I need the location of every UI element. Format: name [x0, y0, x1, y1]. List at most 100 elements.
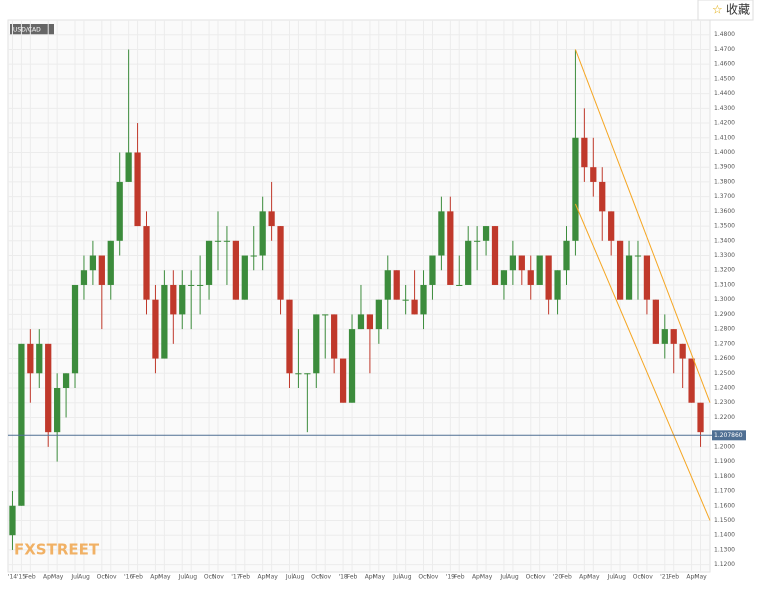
candle-body — [509, 255, 517, 271]
candle-body — [286, 299, 293, 374]
x-tick-label: Nov — [319, 574, 331, 581]
x-tick-label: May — [587, 574, 600, 581]
candle-body — [143, 226, 150, 300]
x-tick-label: '20 — [553, 574, 562, 581]
x-tick-label: May — [51, 574, 64, 581]
candle-body — [375, 299, 382, 330]
candle-body — [536, 255, 543, 285]
y-tick-label: 1.3600 — [714, 208, 735, 215]
candle-body — [232, 240, 239, 300]
candle-body — [205, 240, 213, 285]
x-tick-label: Apr — [472, 574, 483, 581]
candle-body — [661, 329, 668, 344]
y-tick-label: 1.1800 — [714, 473, 735, 480]
x-tick-label: May — [480, 574, 493, 581]
y-tick-label: 1.4700 — [714, 46, 735, 53]
candle-body — [429, 255, 436, 285]
y-tick-label: 1.2700 — [714, 340, 735, 347]
x-tick-label: Aug — [400, 574, 412, 581]
candle-body — [482, 226, 490, 241]
y-tick-label: 1.2400 — [714, 385, 735, 392]
x-tick-label: May — [694, 574, 707, 581]
x-tick-label: '16 — [124, 574, 133, 581]
y-tick-label: 1.4100 — [714, 134, 735, 141]
y-tick-label: 1.1400 — [714, 532, 735, 539]
candle-body — [688, 358, 695, 403]
candle-body — [313, 314, 320, 374]
candle-body — [500, 270, 508, 285]
candle-body — [420, 284, 427, 315]
candle-body — [554, 270, 561, 300]
x-tick-label: '14 — [8, 574, 17, 581]
candle-body — [89, 255, 97, 271]
x-tick-label: Oct — [311, 574, 322, 581]
candle-body — [259, 211, 266, 256]
x-tick-label: Jul — [607, 574, 616, 581]
x-tick-label: Feb — [668, 574, 679, 581]
y-tick-label: 1.4800 — [714, 31, 735, 38]
candle-body — [295, 373, 302, 375]
y-tick-label: 1.1200 — [714, 561, 735, 568]
candle-body — [152, 299, 159, 359]
y-tick-label: 1.1300 — [714, 546, 735, 553]
candle-body — [402, 299, 409, 301]
button-label[interactable]: 收藏 — [726, 3, 750, 17]
x-tick-label: May — [158, 574, 171, 581]
channel-line — [574, 49, 711, 403]
x-tick-label: Apr — [365, 574, 376, 581]
y-tick-label: 1.4300 — [714, 105, 735, 112]
x-tick-label: '19 — [446, 574, 455, 581]
x-tick-label: '18 — [338, 574, 347, 581]
legend-label: USD/CAD — [13, 27, 41, 34]
plot-area — [7, 19, 711, 573]
candle-body — [590, 167, 597, 182]
x-tick-label: Feb — [239, 574, 250, 581]
candle-body — [348, 329, 356, 403]
candle-body — [277, 226, 284, 300]
candle-body — [670, 329, 677, 344]
bookmark-button[interactable] — [697, 0, 754, 21]
star-icon: ☆ — [712, 3, 723, 17]
x-tick-label: Oct — [204, 574, 215, 581]
x-tick-label: Aug — [78, 574, 90, 581]
candle-body — [18, 343, 25, 506]
candle-body — [465, 240, 472, 285]
candle-body — [616, 240, 624, 300]
x-tick-label: Feb — [561, 574, 572, 581]
candle-body — [214, 240, 222, 242]
x-tick-label: '15 — [17, 574, 26, 581]
x-tick-label: Jul — [392, 574, 401, 581]
candle-body — [250, 255, 257, 257]
logo: FXSTREET — [14, 541, 100, 559]
candle-body — [411, 299, 418, 315]
y-tick-label: 1.1500 — [714, 517, 735, 524]
candle-body — [357, 314, 365, 330]
candle-body — [438, 211, 445, 256]
x-tick-label: Aug — [185, 574, 197, 581]
candle-body — [80, 270, 88, 285]
candle-body — [125, 152, 132, 182]
x-tick-label: May — [265, 574, 278, 581]
y-tick-label: 1.3000 — [714, 296, 735, 303]
candle-body — [116, 181, 123, 241]
candle-body — [170, 284, 177, 315]
channel-line — [574, 203, 711, 521]
y-tick-label: 1.3300 — [714, 252, 735, 259]
candle-body — [268, 211, 275, 227]
candle-body — [625, 255, 633, 300]
y-tick-label: 1.3900 — [714, 164, 735, 171]
x-tick-label: Aug — [507, 574, 519, 581]
x-tick-label: Feb — [347, 574, 358, 581]
x-tick-label: May — [373, 574, 386, 581]
candle-body — [223, 240, 231, 242]
candle-body — [241, 255, 248, 300]
candle-body — [322, 314, 329, 316]
x-tick-label: Aug — [614, 574, 626, 581]
candle-body — [652, 299, 659, 344]
candle-body — [679, 343, 686, 359]
x-tick-label: Feb — [132, 574, 143, 581]
y-tick-label: 1.3200 — [714, 267, 735, 274]
candle-body — [36, 343, 43, 374]
